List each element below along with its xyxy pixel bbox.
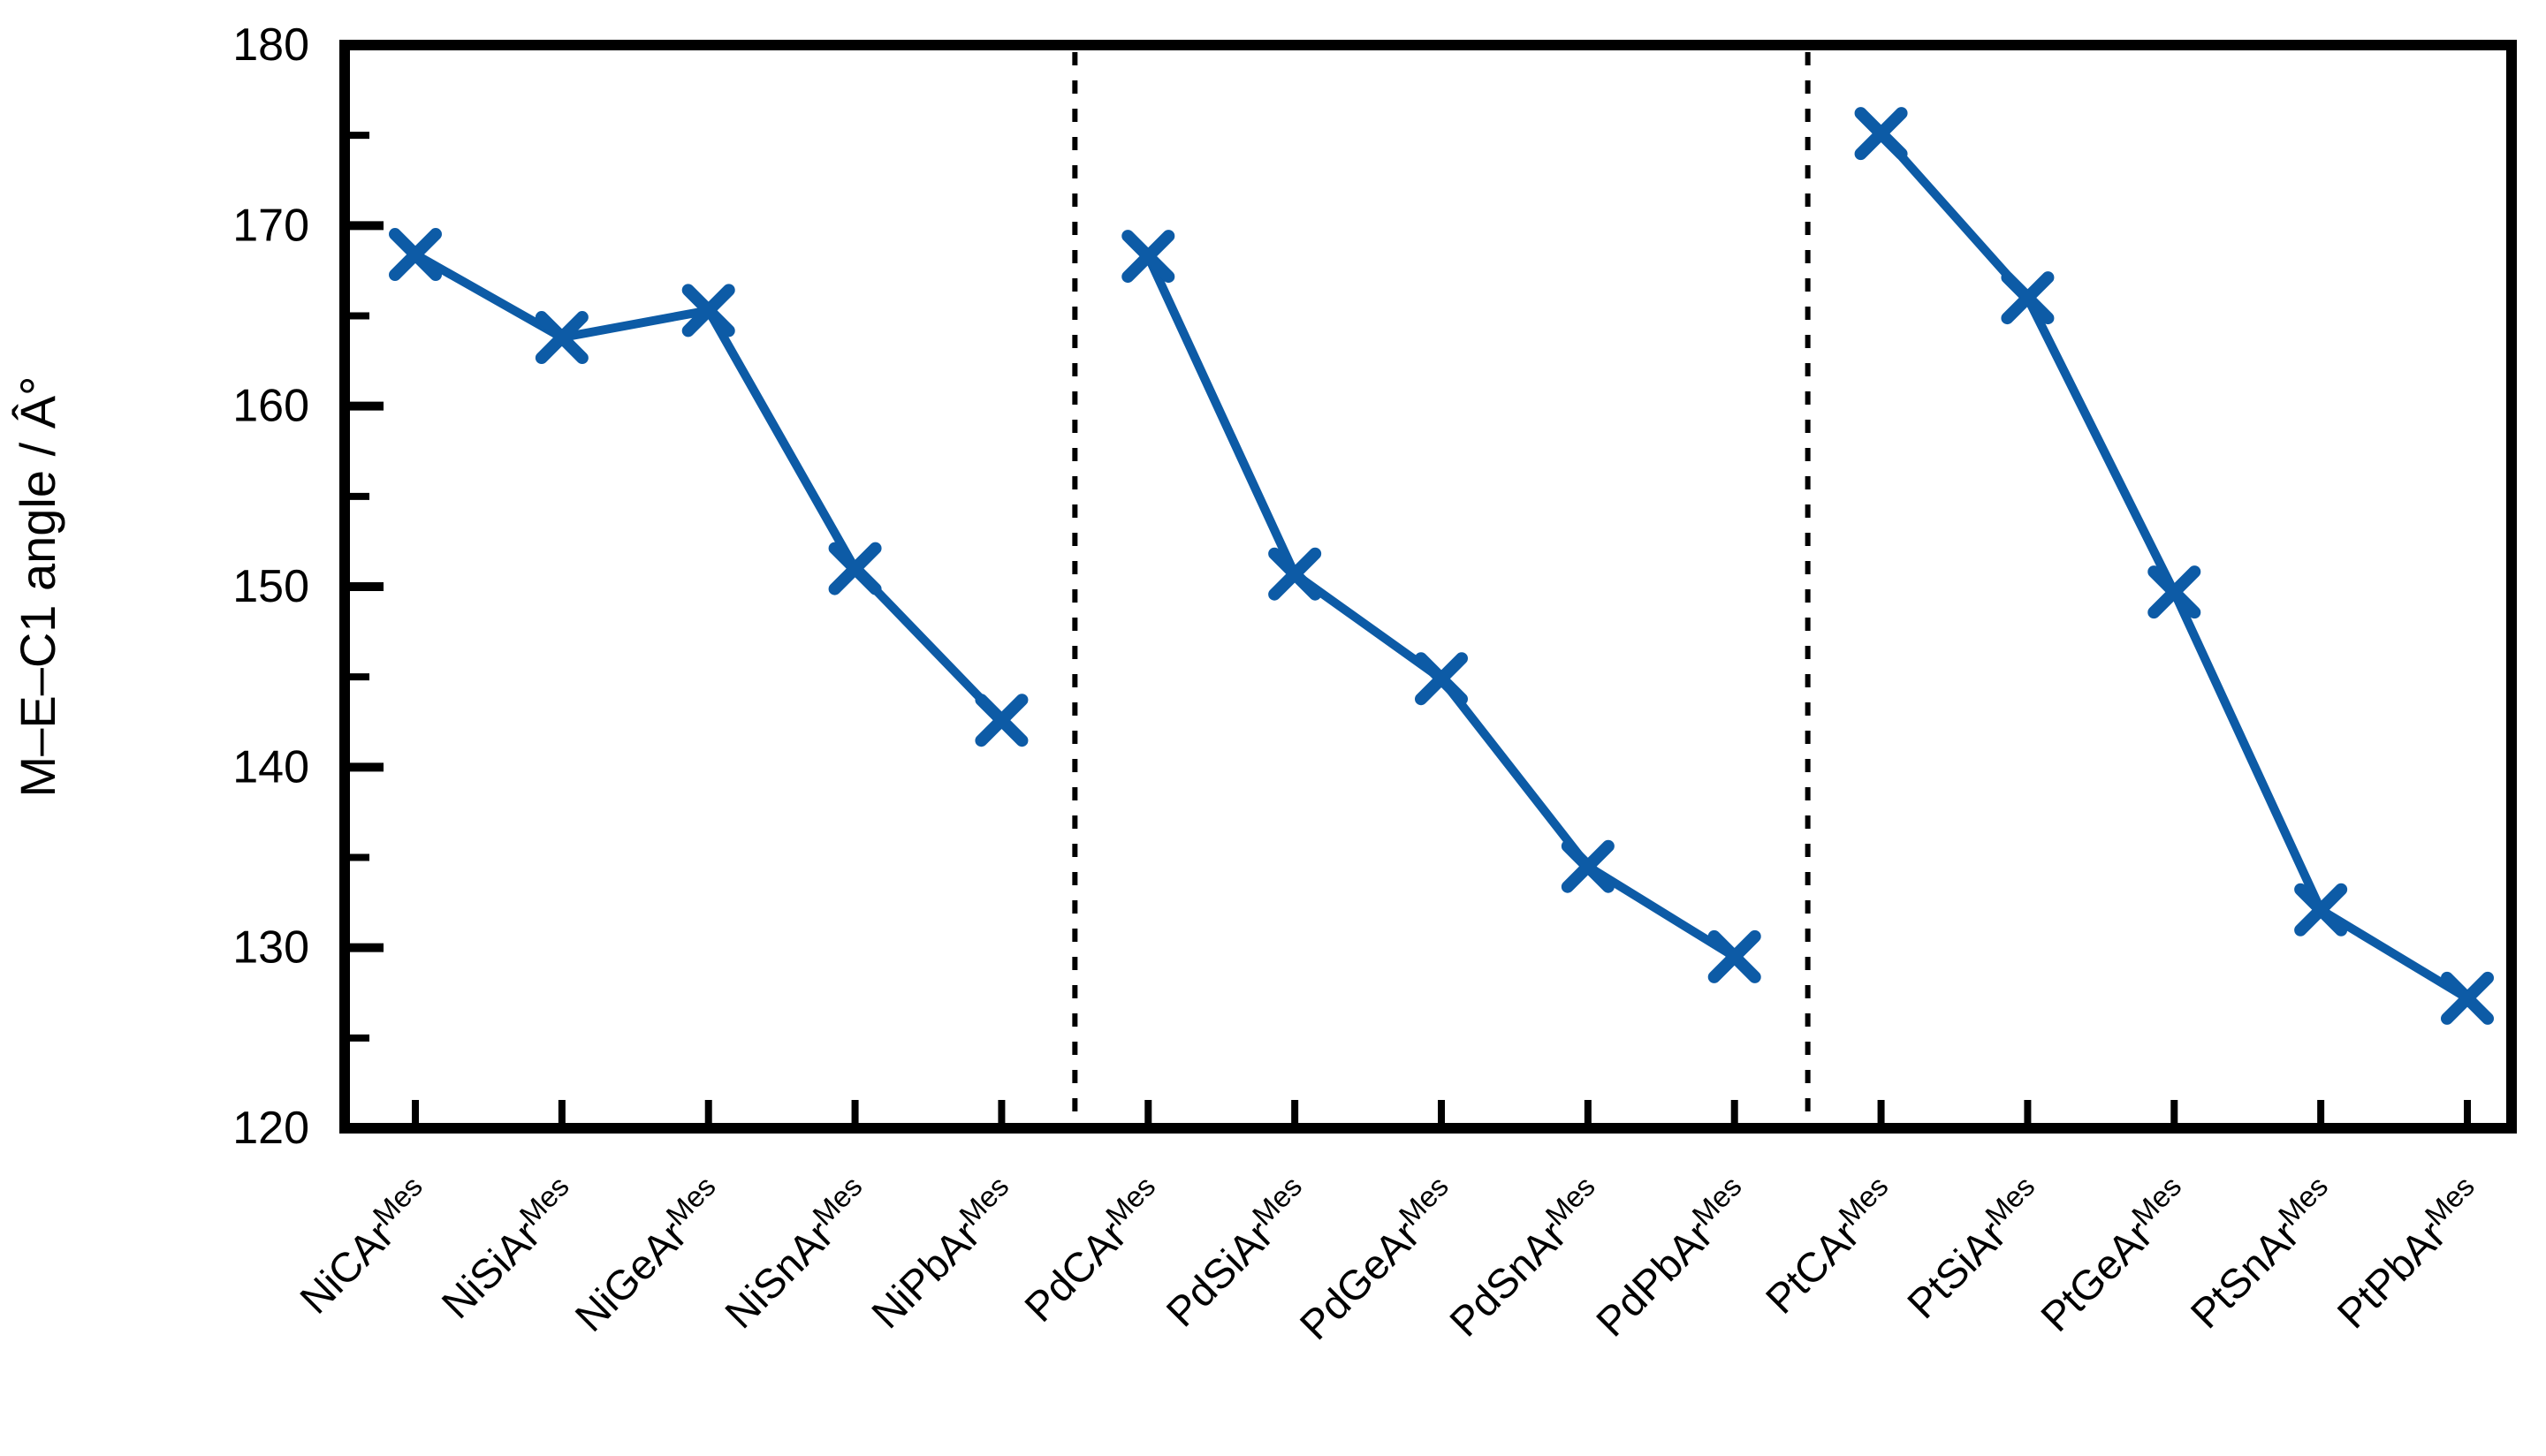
y-tick-label: 140	[232, 741, 309, 792]
plot-frame	[339, 40, 2517, 1134]
data-point-marker	[2441, 971, 2494, 1025]
series-line-Ni	[411, 250, 1007, 725]
x-category-label: NiGeArMes	[563, 1170, 733, 1340]
y-tick-label: 170	[232, 200, 309, 251]
series-Pt	[1854, 107, 2494, 1025]
series-line-Pd	[1144, 252, 1739, 961]
y-axis-ticks	[350, 132, 384, 1042]
x-category-labels: NiCArMesNiSiArMesNiGeArMesNiSnArMesNiPbA…	[288, 1170, 2493, 1349]
x-category-label: PtPbArMes	[2325, 1170, 2493, 1338]
x-category-label: PtCArMes	[1754, 1170, 1907, 1323]
x-category-label: NiPbArMes	[860, 1170, 1028, 1338]
x-category-label: PdSnArMes	[1438, 1170, 1614, 1346]
data-point-marker	[828, 542, 882, 595]
x-category-label: PtSnArMes	[2179, 1170, 2347, 1338]
data-point-marker	[2147, 565, 2201, 619]
data-point-marker	[681, 284, 735, 337]
data-point-marker	[1121, 230, 1175, 284]
y-tick-label: 160	[232, 381, 309, 432]
y-tick-label: 150	[232, 561, 309, 612]
data-point-marker	[2294, 883, 2348, 937]
x-category-label: PdPbArMes	[1585, 1170, 1760, 1346]
data-point-marker	[535, 311, 589, 365]
data-point-marker	[1415, 652, 1468, 706]
x-category-label: PdGeArMes	[1288, 1170, 1467, 1349]
x-category-label: PtSiArMes	[1896, 1170, 2054, 1328]
y-tick-label: 120	[232, 1103, 309, 1154]
y-axis-title: M–E–C1 angle / Â°	[10, 376, 65, 798]
y-tick-label: 130	[232, 922, 309, 974]
x-category-label: NiSnArMes	[713, 1170, 881, 1338]
data-point-marker	[1561, 839, 1615, 893]
series-Ni	[389, 228, 1029, 747]
data-point-marker	[1854, 107, 1908, 161]
x-axis-ticks	[412, 1100, 2471, 1123]
x-category-label: PtGeArMes	[2029, 1170, 2200, 1340]
group-separators	[1072, 52, 1811, 1123]
data-point-marker	[975, 694, 1029, 747]
data-point-marker	[1707, 929, 1761, 983]
y-tick-labels: 120 130 140 150 160 170 180	[232, 19, 309, 1154]
series-line-Pt	[1876, 129, 2472, 1003]
x-category-label: NiCArMes	[288, 1170, 441, 1323]
x-category-label: PdCArMes	[1013, 1170, 1174, 1331]
series-Pd	[1121, 230, 1761, 983]
y-tick-label: 180	[232, 19, 309, 71]
data-point-marker	[1268, 547, 1322, 601]
data-point-marker	[2001, 271, 2055, 325]
data-point-marker	[389, 228, 442, 282]
x-category-label: NiSiArMes	[429, 1170, 588, 1328]
